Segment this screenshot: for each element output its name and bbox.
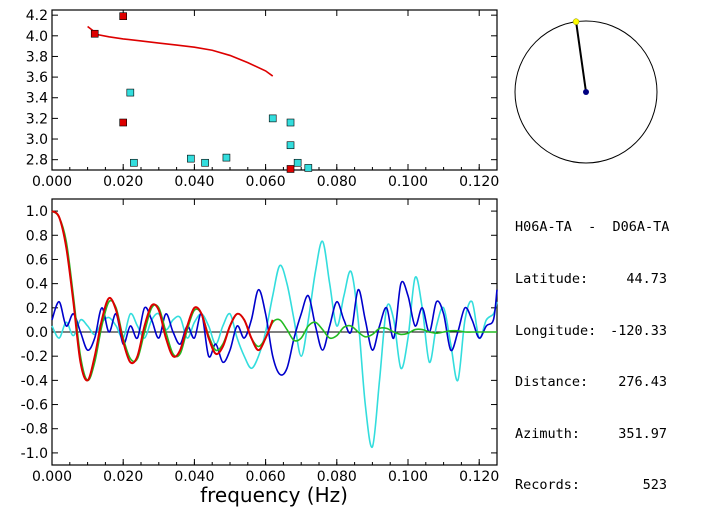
dispersion-x-tick-label: 0.020 (103, 174, 143, 190)
dispersion-x-tick-label: 0.120 (459, 174, 499, 190)
cyan-picks-point (201, 158, 209, 167)
cyan-picks-point (222, 153, 231, 162)
correlation-y-tick-label: -0.4 (21, 373, 48, 389)
cyan-picks-point (126, 88, 135, 97)
correlation-x-ticks: 0.000 0.020 0.040 0.060 0.080 0.100 0.120 (32, 199, 499, 485)
info-row-latitude: Latitude: 44.73 (515, 271, 669, 288)
correlation-y-tick-label: 0.0 (26, 325, 48, 341)
correlation-y-tick-label: -0.2 (21, 349, 48, 365)
dispersion-y-ticks: 2.8 3.0 3.2 3.4 3.6 3.8 4.0 4.2 (26, 8, 497, 169)
azimuth-value: 351.97 (618, 425, 667, 442)
compass-circle (514, 20, 658, 164)
station-pair-title: H06A-TA - D06A-TA (515, 219, 670, 236)
dispersion-y-tick-label: 3.0 (26, 132, 48, 148)
correlation-x-tick-label: 0.080 (317, 469, 357, 485)
cyan-picks-point (268, 114, 277, 123)
dispersion-panel: 0.000 0.020 0.040 0.060 0.080 0.100 0.120 2.8 3… (26, 8, 500, 190)
correlation-y-tick-label: 0.2 (26, 301, 48, 317)
correlation-y-tick-label: -0.6 (21, 398, 48, 414)
info-row-records: Records: 523 (515, 477, 669, 494)
correlation-x-tick-label: 0.100 (388, 469, 428, 485)
cyan-picks-point (293, 158, 302, 167)
correlation-y-tick-label: -0.8 (21, 422, 48, 438)
info-row-azimuth: Azimuth: 351.97 (515, 426, 669, 443)
correlation-y-tick-label: 0.6 (26, 252, 48, 268)
red-picks-point (119, 118, 127, 127)
correlation-series-green (51, 210, 497, 382)
dispersion-y-tick-label: 3.8 (26, 49, 48, 65)
latitude-value: 44.73 (626, 271, 667, 288)
dispersion-y-tick-label: 3.2 (26, 111, 48, 127)
azimuth-compass (514, 18, 658, 164)
red-picks-point (119, 12, 127, 20)
x-axis-label: frequency (Hz) (200, 483, 348, 507)
correlation-x-tick-label: 0.020 (103, 469, 143, 485)
azimuth-label: Azimuth: (515, 425, 581, 442)
dispersion-marks (87, 12, 313, 173)
cyan-picks-point (304, 164, 313, 172)
correlation-series-blue (51, 280, 498, 376)
dispersion-x-tick-label: 0.100 (388, 174, 428, 190)
correlation-series (51, 210, 498, 448)
dispersion-x-tick-label: 0.000 (32, 174, 72, 190)
dispersion-y-tick-label: 4.2 (26, 8, 48, 24)
red-picks-point (286, 165, 295, 173)
cyan-picks-point (286, 118, 295, 127)
correlation-y-tick-label: 1.0 (26, 204, 48, 220)
distance-value: 276.43 (618, 374, 667, 391)
latitude-label: Latitude: (515, 271, 589, 288)
dispersion-y-tick-label: 2.8 (26, 153, 48, 169)
station-info-panel: H06A-TA - D06A-TA Latitude: 44.73 Longit… (515, 185, 669, 512)
azimuth-pointer (575, 21, 587, 93)
correlation-panel: 0.000 0.020 0.040 0.060 0.080 0.100 0.120 1.00… (21, 198, 499, 507)
dispersion-x-tick-label: 0.040 (174, 174, 214, 190)
correlation-x-tick-label: 0.000 (32, 469, 72, 485)
correlation-x-tick-label: 0.060 (246, 469, 286, 485)
compass-center-dot (583, 89, 589, 95)
correlation-series-red (51, 210, 274, 382)
records-value: 523 (642, 477, 667, 494)
info-row-distance: Distance: 276.43 (515, 374, 669, 391)
red-picks-point (90, 29, 99, 38)
dispersion-y-tick-label: 4.0 (26, 29, 48, 45)
dispersion-x-tick-label: 0.080 (317, 174, 357, 190)
correlation-y-ticks: 1.0 0.8 0.6 0.4 0.2 0.0 -0.2 -0.4 -0.6 -0.8 -1.0 (21, 204, 497, 462)
correlation-series-cyan (51, 240, 498, 448)
correlation-y-tick-label: 0.8 (26, 228, 48, 244)
correlation-x-tick-label: 0.120 (459, 469, 499, 485)
cyan-picks-point (286, 141, 295, 150)
correlation-y-tick-label: 0.4 (26, 277, 48, 293)
correlation-x-tick-label: 0.040 (174, 469, 214, 485)
distance-label: Distance: (515, 374, 589, 391)
dispersion-x-ticks: 0.000 0.020 0.040 0.060 0.080 0.100 0.120 (32, 10, 499, 190)
dispersion-y-tick-label: 3.4 (26, 91, 48, 107)
compass-tip-dot (572, 18, 580, 25)
dispersion-x-tick-label: 0.060 (246, 174, 286, 190)
longitude-label: Longitude: (515, 322, 597, 339)
dispersion-curve (87, 25, 274, 77)
cyan-picks-point (187, 154, 195, 163)
info-row-longitude: Longitude: -120.33 (515, 323, 669, 340)
dispersion-plot-frame (51, 9, 498, 171)
correlation-y-tick-label: -1.0 (21, 446, 48, 462)
longitude-value: -120.33 (610, 322, 667, 339)
cyan-picks-point (130, 158, 138, 167)
records-label: Records: (515, 477, 581, 494)
dispersion-y-tick-label: 3.6 (26, 70, 48, 86)
